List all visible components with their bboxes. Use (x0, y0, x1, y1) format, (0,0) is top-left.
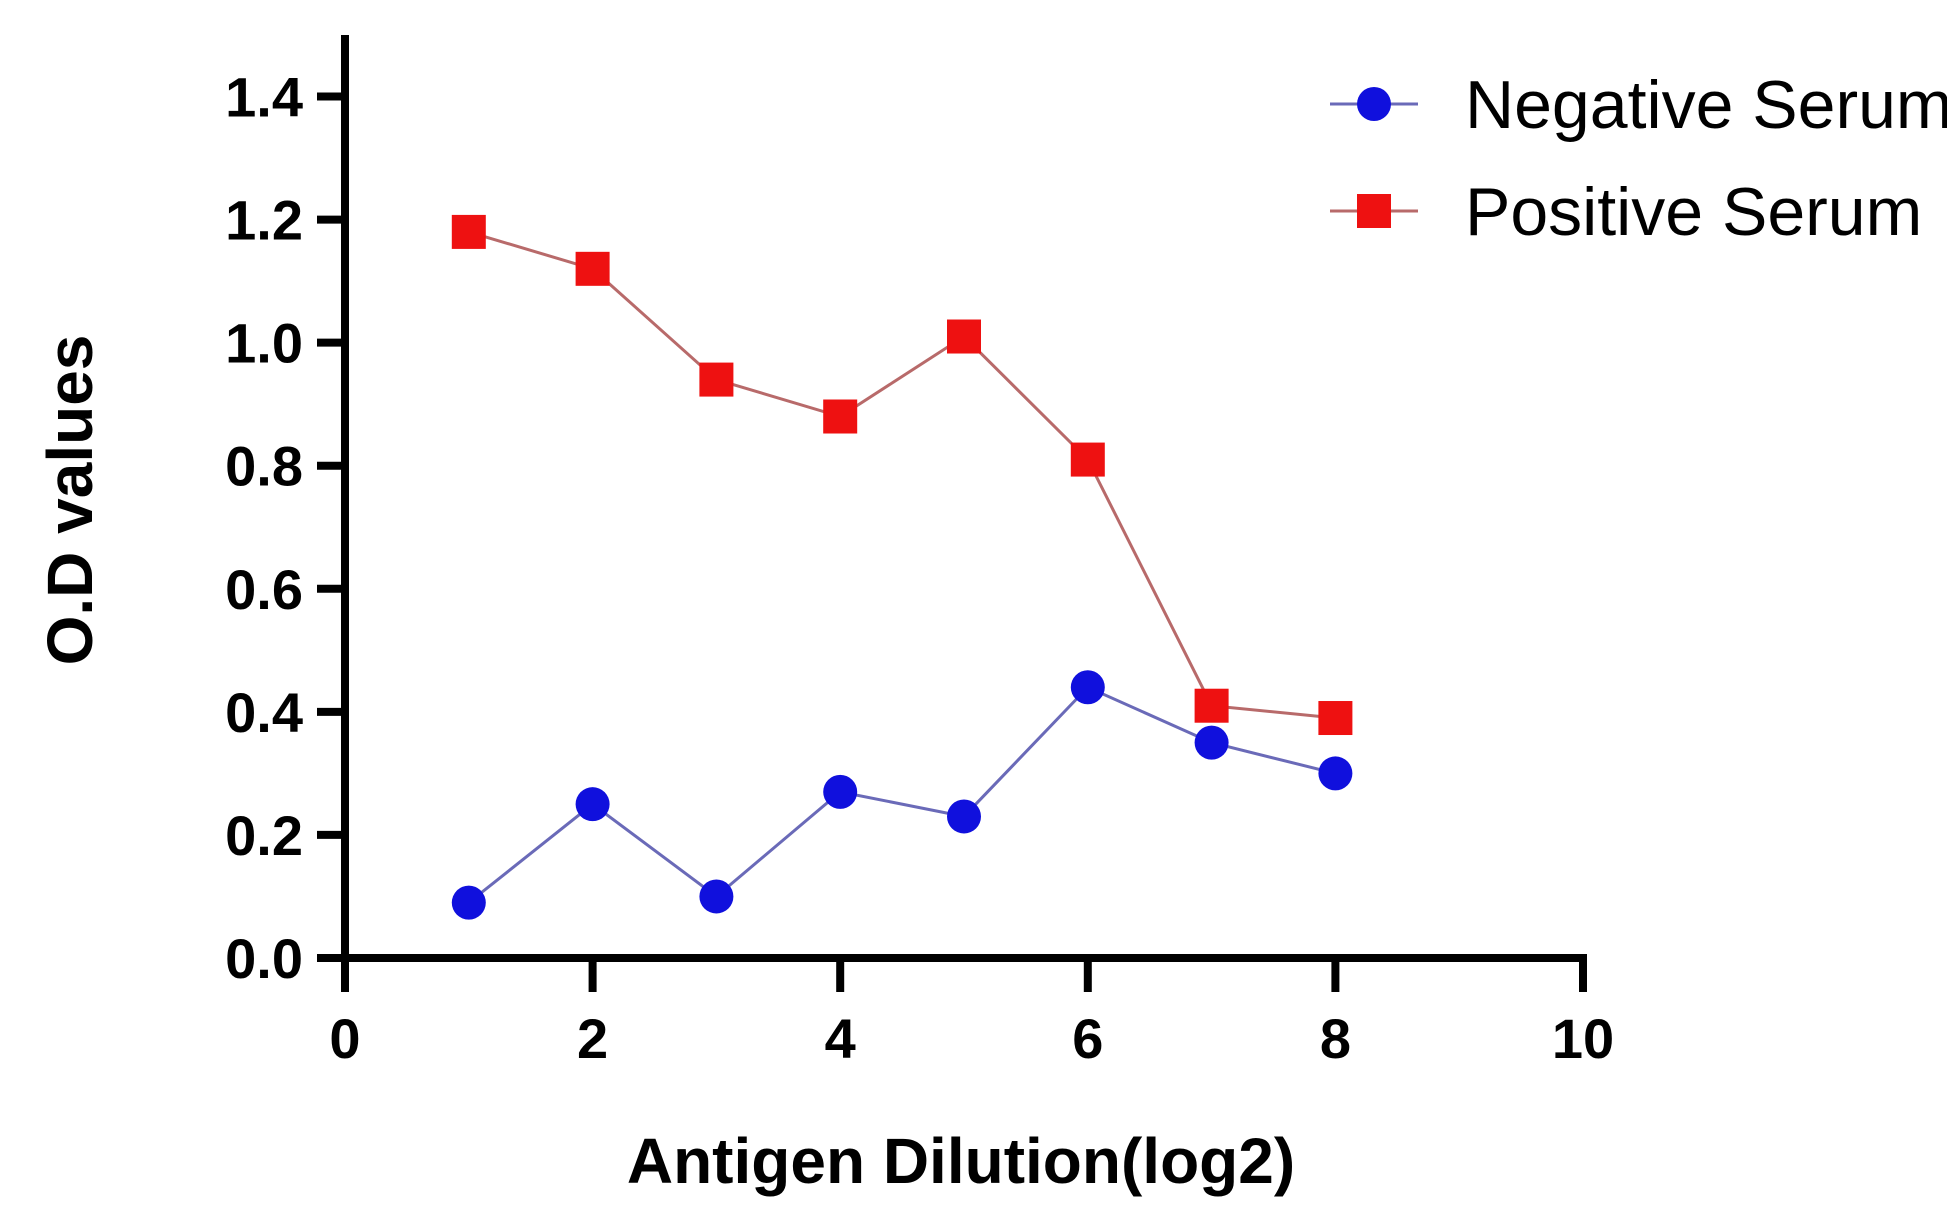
x-tick-label: 8 (1320, 1007, 1351, 1070)
axes (341, 35, 1587, 962)
data-point-square (1194, 688, 1229, 723)
data-point-square (451, 214, 486, 249)
data-point-square (823, 399, 858, 434)
data-point-circle (947, 799, 981, 834)
x-tick-label: 10 (1552, 1007, 1614, 1070)
series-line-positive-serum (468, 230, 1336, 720)
legend-square-marker (1357, 194, 1391, 228)
data-point-circle (1194, 725, 1229, 760)
data-point-circle (451, 885, 486, 920)
legend-label-positive-serum: Positive Serum (1465, 174, 1922, 250)
legend-item-negative-serum: Negative Serum (1330, 67, 1947, 143)
data-point-circle (823, 774, 858, 809)
data-point-square (947, 319, 981, 354)
data-point-square (699, 362, 734, 397)
y-tick-label: 0.0 (225, 927, 303, 990)
y-tick-label: 0.2 (225, 804, 303, 867)
y-tick-label: 0.8 (225, 435, 303, 498)
data-point-square (1070, 442, 1105, 477)
x-tick-label: 0 (329, 1007, 360, 1070)
data-point-square (1318, 701, 1353, 736)
legend-circle-marker (1357, 87, 1391, 121)
data-point-circle (575, 787, 610, 822)
y-ticks: 0.0 0.2 0.4 0.6 0.8 1.0 1.2 1.4 (225, 66, 345, 990)
y-tick-label: 0.6 (225, 558, 303, 621)
legend-label-negative-serum: Negative Serum (1465, 67, 1947, 143)
y-axis-title: O.D values (34, 335, 106, 666)
x-ticks: 0 2 4 6 8 10 (329, 958, 1614, 1070)
x-tick-label: 4 (825, 1007, 856, 1070)
legend-item-positive-serum: Positive Serum (1330, 174, 1922, 250)
x-tick-label: 6 (1072, 1007, 1103, 1070)
legend: Negative Serum Positive Serum (1330, 67, 1947, 250)
y-tick-label: 1.4 (225, 66, 303, 129)
data-point-circle (699, 879, 734, 914)
series-line-negative-serum (467, 685, 1336, 904)
x-tick-label: 2 (577, 1007, 608, 1070)
y-tick-label: 1.0 (225, 312, 303, 375)
data-point-circle (1070, 670, 1105, 705)
y-tick-label: 0.4 (225, 681, 303, 744)
x-axis-title: Antigen Dilution(log2) (627, 1125, 1295, 1197)
data-point-square (575, 251, 610, 286)
data-point-circle (1318, 756, 1353, 791)
series-lines (467, 230, 1336, 904)
y-tick-label: 1.2 (225, 189, 303, 252)
series-markers (451, 214, 1353, 920)
